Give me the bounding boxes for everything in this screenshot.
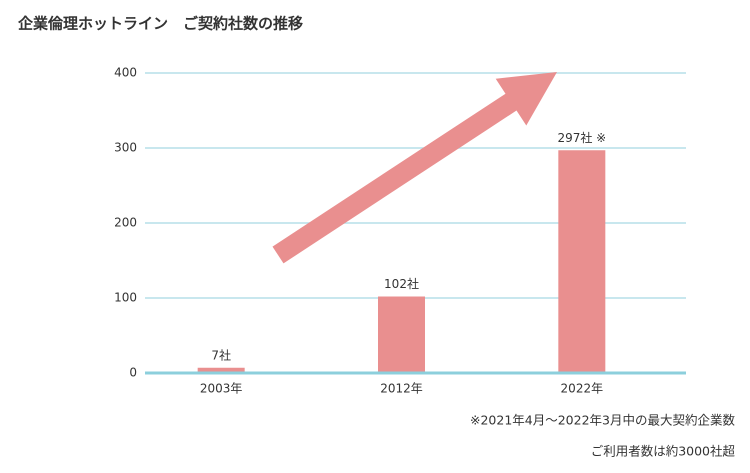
bar	[558, 150, 606, 373]
bar	[197, 367, 245, 373]
value-label: 7社	[211, 347, 231, 362]
chart-title: 企業倫理ホットライン ご契約社数の推移	[18, 15, 303, 33]
footnote: ご利用者数は約3000社超	[591, 444, 736, 459]
y-tick-label: 400	[114, 66, 137, 80]
y-tick-label: 300	[114, 141, 137, 155]
value-label: 102社	[384, 276, 419, 291]
x-tick-label: 2003年	[200, 382, 243, 396]
y-tick-label: 100	[114, 291, 137, 305]
footnote: ※2021年4月～2022年3月中の最大契約企業数	[470, 413, 736, 428]
trend-arrow	[272, 72, 557, 264]
x-tick-label: 2022年	[561, 382, 604, 396]
y-tick-label: 200	[114, 216, 137, 230]
bar	[378, 296, 425, 373]
value-label: 297社 ※	[557, 130, 606, 145]
y-tick-label: 0	[129, 366, 137, 380]
x-tick-label: 2012年	[380, 382, 423, 396]
